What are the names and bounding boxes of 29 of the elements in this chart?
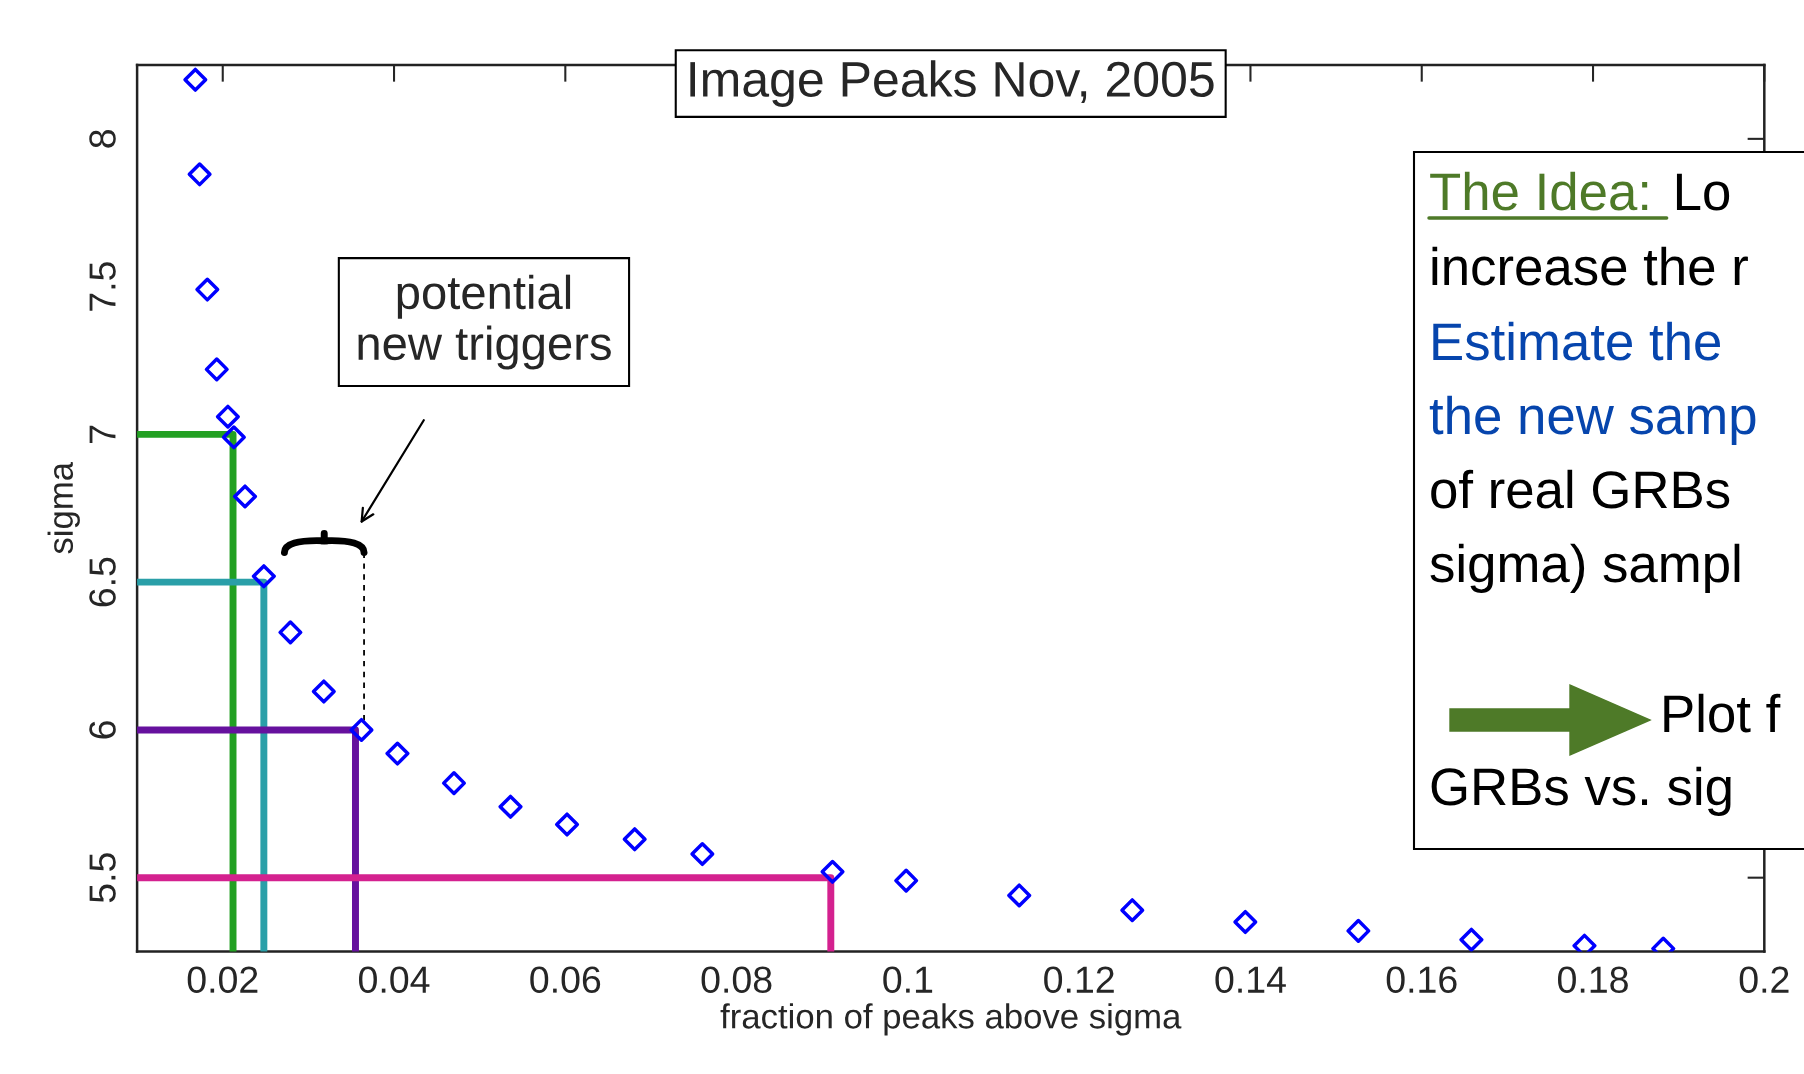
y-tick-label: 7 xyxy=(89,425,116,443)
annotation: The Idea: xyxy=(1430,171,1648,211)
annotation: of real GRBs xyxy=(1431,469,1730,509)
x-tick-label: 0.2 xyxy=(1739,966,1789,993)
x-tick-label: 0.16 xyxy=(1386,966,1457,993)
x-tick-label: 0.1 xyxy=(883,966,933,993)
annotation: Plot f xyxy=(1664,693,1781,733)
annotation: Lo xyxy=(1676,173,1730,211)
annotation: GRBs vs. sig xyxy=(1431,766,1731,816)
x-tick-label: 0.14 xyxy=(1215,966,1286,993)
y-tick-label: 6 xyxy=(89,721,116,739)
annotation: the new samp xyxy=(1429,395,1756,445)
y-tick-label: 7.5 xyxy=(89,262,116,311)
y-axis-title: sigma xyxy=(47,461,80,554)
x-tick-label: 0.12 xyxy=(1044,966,1114,993)
x-tick-label: 0.08 xyxy=(701,966,772,993)
annotation: potential new triggers xyxy=(358,274,611,370)
x-tick-label: 0.06 xyxy=(530,966,601,993)
annotation: Estimate the xyxy=(1433,321,1720,361)
x-axis-title: fraction of peaks above sigma xyxy=(720,1003,1182,1036)
y-tick-label: 6.5 xyxy=(89,557,116,607)
x-tick-label: 0.04 xyxy=(359,966,430,993)
x-tick-label: 0.02 xyxy=(187,966,258,993)
x-tick-label: 0.18 xyxy=(1558,966,1628,993)
y-tick-label: 5.5 xyxy=(89,853,116,903)
y-tick-label: 8 xyxy=(89,130,116,148)
annotation: sigma) sampl xyxy=(1430,543,1740,593)
chart-title: Image Peaks Nov, 2005 xyxy=(690,60,1214,107)
annotation: increase the r xyxy=(1432,246,1748,286)
